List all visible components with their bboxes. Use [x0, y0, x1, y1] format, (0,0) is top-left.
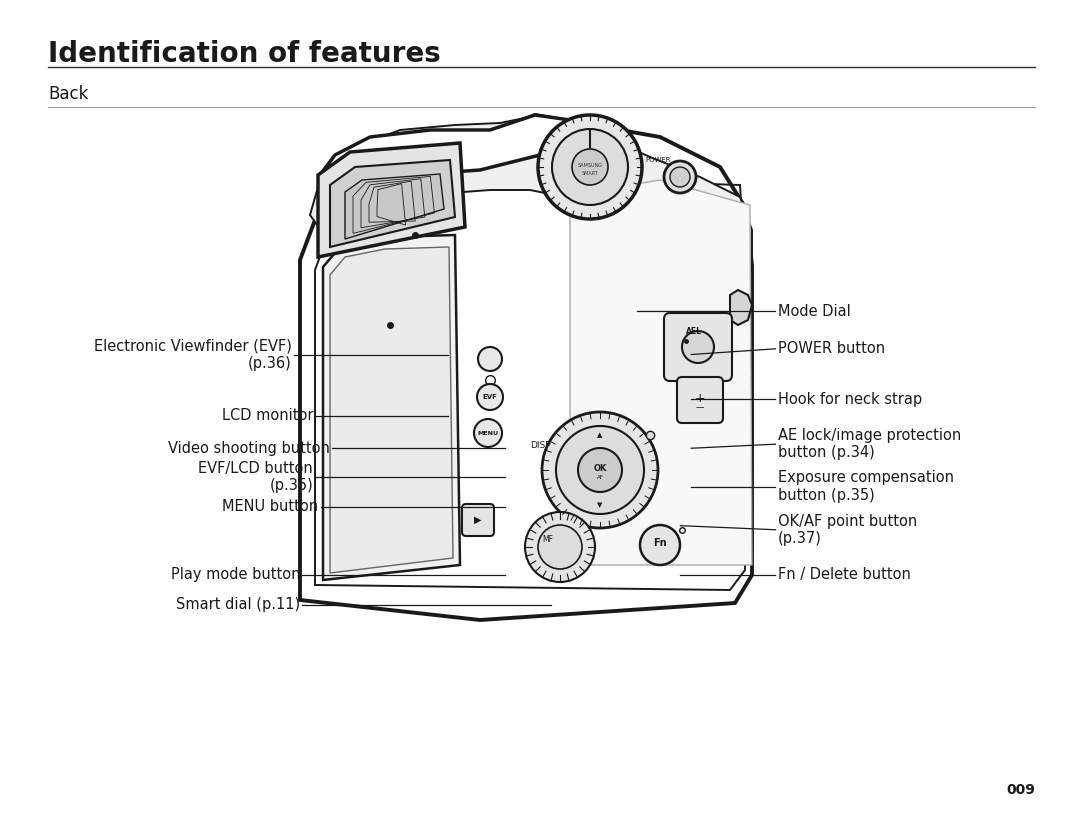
Circle shape	[525, 512, 595, 582]
Text: EVF: EVF	[483, 394, 498, 400]
Text: Video shooting button: Video shooting button	[167, 441, 329, 456]
Text: AF: AF	[596, 474, 604, 479]
Text: SAMSUNG: SAMSUNG	[578, 162, 603, 168]
Text: Exposure compensation
button (p.35): Exposure compensation button (p.35)	[778, 470, 954, 503]
Circle shape	[538, 525, 582, 569]
Polygon shape	[730, 290, 752, 325]
Text: MF: MF	[542, 535, 554, 544]
Text: Fn / Delete button: Fn / Delete button	[778, 567, 910, 582]
Text: Electronic Viewfinder (EVF)
(p.36): Electronic Viewfinder (EVF) (p.36)	[94, 338, 292, 371]
Polygon shape	[323, 235, 460, 580]
Text: LCD monitor: LCD monitor	[221, 408, 313, 423]
FancyBboxPatch shape	[664, 313, 732, 381]
Text: Fn: Fn	[653, 538, 666, 548]
Circle shape	[552, 129, 627, 205]
Text: POWER: POWER	[645, 157, 671, 163]
Circle shape	[670, 167, 690, 187]
Text: DISP: DISP	[529, 440, 551, 450]
Text: MENU: MENU	[477, 430, 499, 435]
Text: ▲: ▲	[597, 432, 603, 438]
Text: OK/AF point button
(p.37): OK/AF point button (p.37)	[778, 513, 917, 546]
Circle shape	[538, 115, 642, 219]
Circle shape	[474, 419, 502, 447]
Text: ▼: ▼	[597, 502, 603, 508]
Polygon shape	[345, 174, 444, 239]
Text: EVF/LCD button
(p.35): EVF/LCD button (p.35)	[199, 460, 313, 493]
Text: AEL: AEL	[686, 327, 702, 336]
Text: Identification of features: Identification of features	[48, 40, 441, 68]
Circle shape	[572, 149, 608, 185]
Polygon shape	[320, 115, 570, 175]
Circle shape	[664, 161, 696, 193]
Polygon shape	[310, 115, 752, 265]
FancyBboxPatch shape	[677, 377, 723, 423]
Text: SMART: SMART	[582, 170, 598, 175]
Text: AE lock/image protection
button (p.34): AE lock/image protection button (p.34)	[778, 428, 961, 460]
Polygon shape	[570, 180, 752, 565]
Circle shape	[681, 331, 714, 363]
Polygon shape	[330, 247, 453, 573]
Circle shape	[556, 426, 644, 514]
Text: ▶: ▶	[474, 515, 482, 525]
Text: Hook for neck strap: Hook for neck strap	[778, 392, 921, 407]
Text: OK: OK	[593, 464, 607, 473]
Polygon shape	[318, 143, 465, 257]
Text: +: +	[694, 391, 705, 404]
Circle shape	[477, 384, 503, 410]
Text: Mode Dial: Mode Dial	[778, 304, 850, 319]
Text: Play mode button: Play mode button	[171, 567, 300, 582]
FancyBboxPatch shape	[462, 504, 494, 536]
Text: POWER button: POWER button	[778, 341, 885, 356]
Circle shape	[542, 412, 658, 528]
Polygon shape	[330, 160, 455, 247]
Text: Back: Back	[48, 85, 89, 103]
Circle shape	[478, 347, 502, 371]
Text: MENU button: MENU button	[222, 500, 319, 514]
Text: —: —	[696, 403, 704, 412]
Circle shape	[578, 448, 622, 492]
Circle shape	[640, 525, 680, 565]
Polygon shape	[300, 115, 752, 620]
Text: 009: 009	[1007, 783, 1035, 797]
Text: Smart dial (p.11): Smart dial (p.11)	[176, 597, 300, 612]
